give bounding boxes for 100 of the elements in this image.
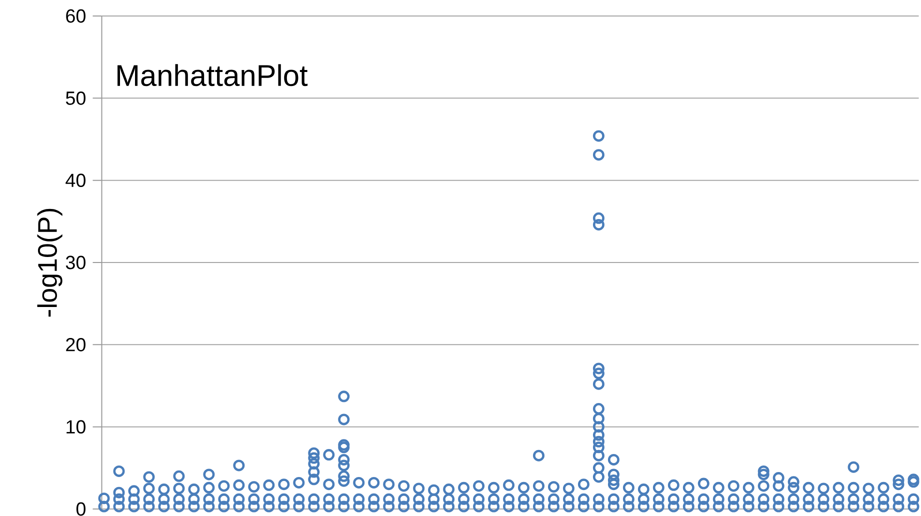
point [518,500,530,512]
point [188,500,200,512]
point [742,482,754,494]
point [608,500,620,512]
point [592,442,604,454]
point [338,470,350,482]
y-tick-label: 10 [66,420,86,434]
point [323,493,335,505]
point [203,500,215,512]
point [173,493,185,505]
point [592,471,604,483]
point [592,436,604,448]
point [413,482,425,494]
point [428,493,440,505]
point [532,450,544,462]
point [758,465,770,477]
point [338,390,350,402]
point [293,493,305,505]
point [772,480,784,492]
point [638,493,650,505]
point [908,500,920,512]
point [113,493,125,505]
point [113,486,125,498]
point [338,460,350,472]
point [188,484,200,496]
point [682,493,694,505]
point [488,500,500,512]
point [173,470,185,482]
point [772,472,784,484]
y-tick-label: 40 [66,174,86,188]
point [862,493,874,505]
point [323,478,335,490]
point [428,484,440,496]
point [682,500,694,512]
point [293,500,305,512]
point [802,493,814,505]
point [668,500,680,512]
point [772,500,784,512]
point [398,480,410,492]
point [638,484,650,496]
point [338,442,350,454]
point [592,403,604,415]
y-tick-label: 0 [76,502,86,516]
point [728,480,740,492]
point [113,465,125,477]
point [203,493,215,505]
point [518,482,530,494]
point [278,500,290,512]
point [712,500,724,512]
point [293,476,305,488]
point [128,500,140,512]
point [892,478,904,490]
point [848,461,860,473]
point [323,500,335,512]
point [338,454,350,466]
point [548,493,560,505]
text: ManhattanPlot [118,64,308,86]
point [143,482,155,494]
point [592,500,604,512]
point [728,500,740,512]
point [473,480,485,492]
point [98,492,110,504]
point [173,500,185,512]
point [592,493,604,505]
point [308,466,320,478]
point [878,493,890,505]
point [712,482,724,494]
point [488,482,500,494]
point [758,493,770,505]
point [218,480,230,492]
point [248,493,260,505]
point [592,378,604,390]
point [233,500,245,512]
point [832,482,844,494]
point [443,484,455,496]
point [562,493,574,505]
point [772,493,784,505]
y-tick-label: 30 [66,256,86,270]
point [338,493,350,505]
point [158,493,170,505]
point [608,468,620,480]
point [278,493,290,505]
point [818,500,830,512]
point [443,493,455,505]
point [203,482,215,494]
point [203,468,215,480]
point [908,493,920,505]
point [308,458,320,470]
point [832,500,844,512]
point [338,500,350,512]
point [338,475,350,487]
point [428,500,440,512]
point [622,500,634,512]
point [458,500,470,512]
point [308,500,320,512]
point [592,218,604,230]
point [143,500,155,512]
point [532,480,544,492]
y-tick-label: 20 [66,338,86,352]
point [592,368,604,380]
